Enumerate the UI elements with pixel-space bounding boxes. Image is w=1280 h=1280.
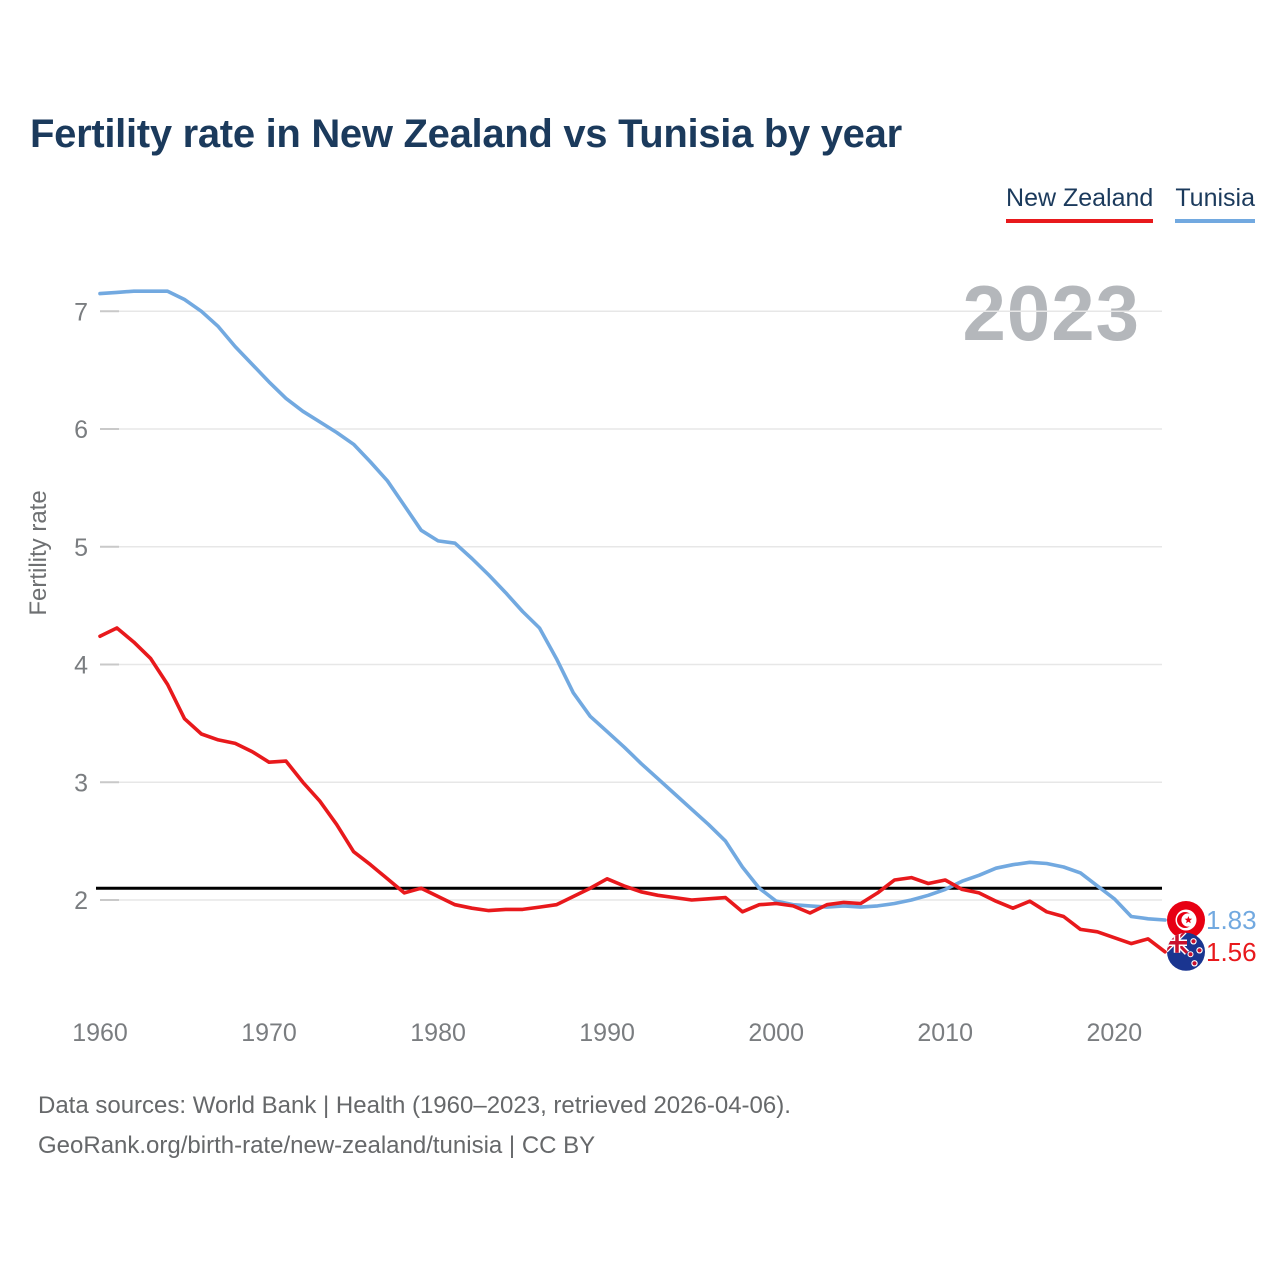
x-tick-label: 2000: [748, 1019, 804, 1047]
footer-sources-line: Data sources: World Bank | Health (1960–…: [38, 1092, 791, 1119]
end-value-label-tunisia: 1.83: [1206, 905, 1257, 935]
y-tick-label: 2: [74, 887, 88, 915]
x-tick-label: 1990: [579, 1019, 635, 1047]
x-tick-label: 1980: [410, 1019, 466, 1047]
legend-item-tunisia[interactable]: Tunisia: [1175, 184, 1255, 223]
grid-layer: 2 3 4 5 6 7 1960 1970 1980 1990 2000 2010 2020 Fertil…: [25, 298, 1162, 1047]
tunisia-flag-icon: [1167, 901, 1205, 939]
x-tick-label: 1960: [72, 1019, 128, 1047]
y-tick-label: 7: [74, 298, 88, 326]
legend-item-new-zealand[interactable]: New Zealand: [1006, 184, 1154, 223]
end-value-label-new-zealand: 1.56: [1206, 937, 1257, 967]
y-tick-label: 4: [74, 652, 88, 680]
watermark-year: 2023: [962, 269, 1140, 357]
legend: New Zealand Tunisia: [1006, 184, 1255, 223]
southern-cross-stars: [1187, 938, 1203, 967]
x-tick-label: 2010: [917, 1019, 973, 1047]
footer: Data sources: World Bank | Health (1960–…: [38, 1086, 791, 1166]
footer-attribution-line: GeoRank.org/birth-rate/new-zealand/tunis…: [38, 1132, 596, 1159]
y-axis-title: Fertility rate: [25, 490, 52, 615]
series-line-new-zealand: [98, 626, 1167, 954]
x-tick-label: 2020: [1086, 1019, 1142, 1047]
page-title: Fertility rate in New Zealand vs Tunisia…: [30, 112, 902, 156]
end-labels-layer: 1.831.56: [1206, 905, 1257, 967]
y-tick-label: 3: [74, 769, 88, 797]
y-tick-label: 5: [74, 534, 88, 562]
series-line-tunisia: [98, 289, 1167, 922]
y-tick-label: 6: [74, 416, 88, 444]
series-lines-layer: [98, 289, 1167, 954]
x-tick-label: 1970: [241, 1019, 297, 1047]
new-zealand-flag-icon: [1167, 932, 1205, 971]
